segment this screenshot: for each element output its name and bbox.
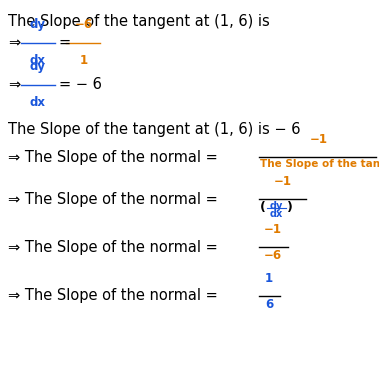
Text: ⇒ The Slope of the normal =: ⇒ The Slope of the normal = bbox=[8, 150, 218, 165]
Text: ⇒ The Slope of the normal =: ⇒ The Slope of the normal = bbox=[8, 240, 218, 255]
Text: The Slope of the tangent at (1, 6) is − 6: The Slope of the tangent at (1, 6) is − … bbox=[8, 122, 301, 137]
Text: −1: −1 bbox=[264, 223, 282, 236]
Text: −1: −1 bbox=[309, 133, 327, 146]
Text: The Slope of the tangent: The Slope of the tangent bbox=[260, 159, 379, 169]
Text: dy: dy bbox=[30, 60, 46, 73]
Text: 6: 6 bbox=[265, 298, 273, 311]
Text: −1: −1 bbox=[273, 175, 291, 188]
Text: The Slope of the tangent at (1, 6) is: The Slope of the tangent at (1, 6) is bbox=[8, 14, 270, 29]
Text: ⇒ The Slope of the normal =: ⇒ The Slope of the normal = bbox=[8, 288, 218, 303]
Text: −6: −6 bbox=[74, 18, 92, 31]
Text: dy: dy bbox=[270, 201, 283, 211]
Text: dx: dx bbox=[30, 54, 46, 68]
Text: dx: dx bbox=[270, 209, 283, 219]
Text: dx: dx bbox=[30, 96, 46, 109]
Text: = − 6: = − 6 bbox=[59, 77, 102, 92]
Text: −6: −6 bbox=[264, 249, 282, 262]
Text: =: = bbox=[59, 35, 71, 50]
Text: dy: dy bbox=[30, 18, 46, 31]
Text: ): ) bbox=[287, 201, 293, 214]
Text: ⇒: ⇒ bbox=[8, 77, 20, 92]
Text: 1: 1 bbox=[79, 54, 88, 68]
Text: ⇒: ⇒ bbox=[8, 35, 20, 50]
Text: 1: 1 bbox=[265, 272, 273, 285]
Text: ⇒ The Slope of the normal =: ⇒ The Slope of the normal = bbox=[8, 192, 218, 206]
Text: (: ( bbox=[260, 201, 266, 214]
